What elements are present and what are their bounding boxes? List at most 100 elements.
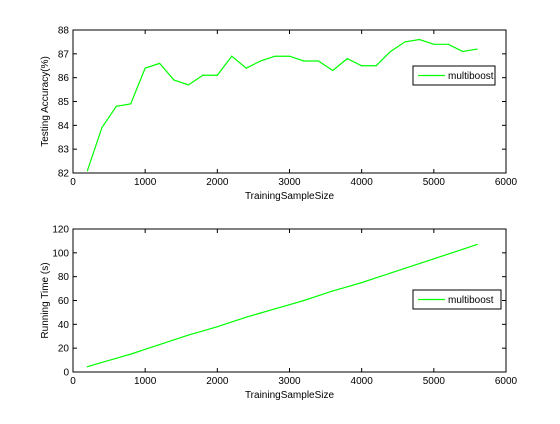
data-point xyxy=(476,48,478,50)
y-tick-label: 84 xyxy=(58,121,70,132)
data-point xyxy=(173,339,175,341)
data-point xyxy=(245,316,247,318)
y-tick-label: 120 xyxy=(52,225,69,236)
data-point xyxy=(375,65,377,67)
x-tick-label: 0 xyxy=(70,376,76,387)
y-tick-label: 20 xyxy=(58,344,70,355)
data-point xyxy=(375,277,377,279)
data-point xyxy=(101,127,103,129)
data-point xyxy=(274,55,276,57)
y-tick-label: 85 xyxy=(58,97,70,108)
data-point xyxy=(130,103,132,105)
y-tick-label: 83 xyxy=(58,145,70,156)
data-point xyxy=(86,366,89,368)
data-point xyxy=(288,55,291,57)
chart-panel-2: 0 1000 2000 3000 4000 5000 6000 0 20 40 60 80 100 120… xyxy=(40,225,518,402)
data-point xyxy=(202,74,204,76)
y-tick-label: 86 xyxy=(58,73,70,84)
data-point xyxy=(462,50,464,53)
data-point xyxy=(389,272,392,274)
data-point xyxy=(462,248,464,250)
plot-area xyxy=(72,29,507,174)
data-point xyxy=(231,321,233,323)
y-tick-label: 87 xyxy=(58,49,70,60)
x-tick-label: 4000 xyxy=(351,177,374,188)
x-axis-label: TrainingSampleSize xyxy=(245,390,335,401)
y-tick-label: 80 xyxy=(58,272,70,283)
data-point xyxy=(317,60,319,62)
data-point xyxy=(144,348,146,350)
data-point xyxy=(476,243,478,246)
data-point xyxy=(433,258,435,260)
data-point xyxy=(404,41,406,43)
legend-box xyxy=(412,65,496,86)
data-point xyxy=(159,343,161,346)
x-tick-label: 6000 xyxy=(495,177,518,188)
y-tick-label: 60 xyxy=(58,296,70,307)
x-tick-label: 1000 xyxy=(134,376,157,387)
data-point xyxy=(216,326,218,328)
legend: multiboost xyxy=(412,289,502,310)
x-tick-label: 3000 xyxy=(278,177,301,188)
data-point xyxy=(447,253,449,255)
x-tick-label: 2000 xyxy=(206,177,229,188)
x-tick-label: 4000 xyxy=(351,376,374,387)
legend-label: multiboost xyxy=(448,295,494,306)
data-point xyxy=(317,295,319,297)
y-tick-label: 88 xyxy=(58,26,70,37)
x-tick-label: 6000 xyxy=(495,376,518,387)
x-tick-label: 3000 xyxy=(278,376,301,387)
data-point xyxy=(418,262,420,265)
data-point xyxy=(86,170,89,172)
data-point xyxy=(433,43,435,45)
y-tick-label: 82 xyxy=(58,169,70,180)
data-point xyxy=(447,43,449,45)
y-tick-label: 100 xyxy=(52,248,69,259)
data-point xyxy=(173,79,175,81)
data-point xyxy=(187,84,190,86)
data-point xyxy=(404,267,406,269)
data-point xyxy=(303,60,305,62)
data-point xyxy=(202,330,204,332)
series-line-multiboost xyxy=(87,243,478,368)
data-point xyxy=(231,55,233,57)
x-tick-label: 0 xyxy=(70,177,76,188)
data-point xyxy=(288,304,291,306)
data-point xyxy=(389,50,392,53)
data-point xyxy=(115,357,117,359)
data-point xyxy=(260,60,262,62)
x-tick-label: 2000 xyxy=(206,376,229,387)
x-tick-label: 5000 xyxy=(423,177,446,188)
legend-box xyxy=(412,289,502,310)
data-point xyxy=(260,312,262,314)
legend: multiboost xyxy=(412,65,496,86)
data-point xyxy=(361,65,363,67)
data-point xyxy=(418,38,420,41)
data-point xyxy=(245,67,247,69)
x-tick-label: 1000 xyxy=(134,177,157,188)
data-point xyxy=(101,361,103,364)
data-point xyxy=(216,74,218,76)
data-point xyxy=(346,58,348,60)
x-tick-label: 5000 xyxy=(423,376,446,387)
x-axis-label: TrainingSampleSize xyxy=(245,191,335,202)
y-axis-label: Testing Accuracy(%) xyxy=(40,56,51,147)
data-point xyxy=(115,105,117,107)
y-axis-label: Running Time (s) xyxy=(40,262,51,338)
data-point xyxy=(346,286,348,288)
chart-panel-1: 0 1000 2000 3000 4000 5000 6000 82 83 84 85 86 87 88 T… xyxy=(40,26,518,203)
data-point xyxy=(159,62,161,64)
data-point xyxy=(274,308,276,310)
data-point xyxy=(332,69,334,72)
series-line-multiboost xyxy=(86,38,478,171)
y-tick-label: 0 xyxy=(63,368,69,379)
data-point xyxy=(303,299,305,302)
y-tick-label: 40 xyxy=(58,320,70,331)
legend-label: multiboost xyxy=(448,71,494,82)
data-point xyxy=(187,334,190,336)
data-point xyxy=(144,67,146,69)
data-point xyxy=(361,282,363,284)
data-point xyxy=(130,353,132,355)
